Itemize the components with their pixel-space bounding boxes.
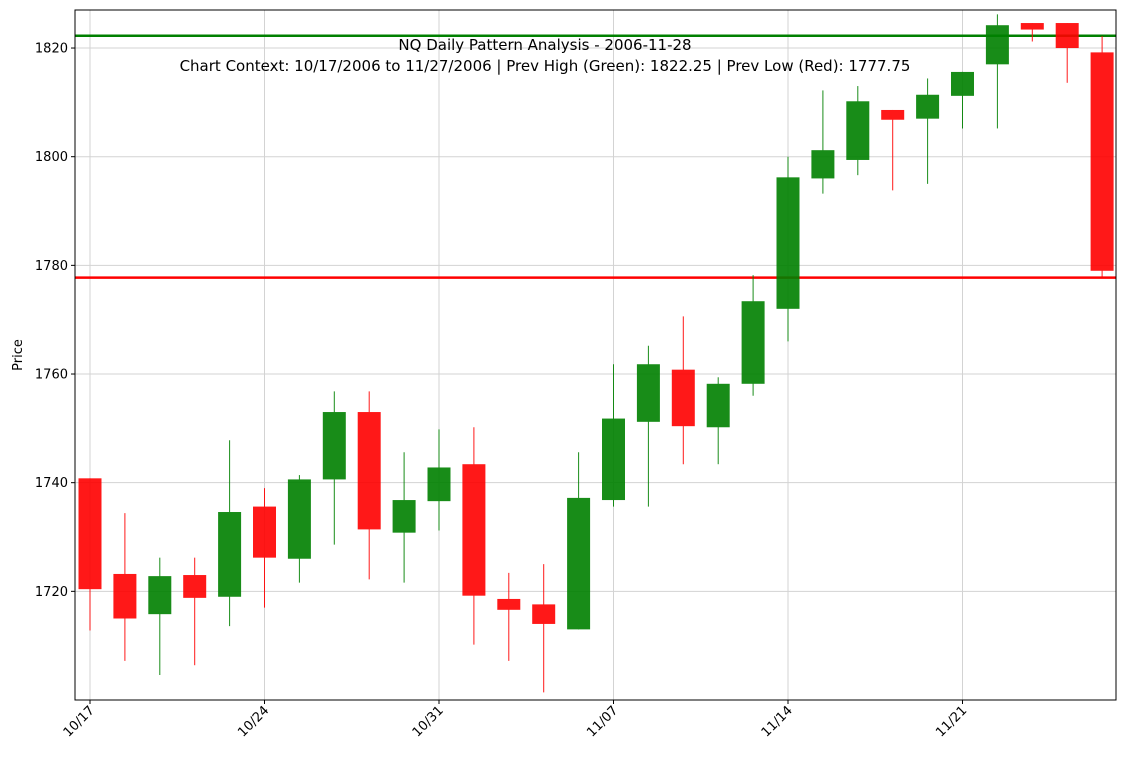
candle-body [78,478,102,590]
candle [427,429,451,531]
candle-body [1020,23,1044,30]
candle [1090,36,1114,278]
candle-body [497,598,521,610]
candle-body [1055,23,1079,49]
candle [811,90,835,194]
candle [392,452,416,583]
candles [78,14,1114,693]
candle [671,316,695,465]
y-tick-label: 1780 [35,259,68,274]
candle [567,452,591,630]
reference-lines [75,34,1116,279]
candle-body [776,177,800,309]
y-tick-label: 1760 [35,368,68,383]
candle-body [253,506,276,558]
candle [846,86,870,176]
candle-body [113,573,137,619]
candle [916,78,940,184]
candle-body [183,575,207,598]
candle-body [567,497,591,630]
candle [253,488,276,608]
plot-frame [74,9,1117,701]
candle-body [532,604,556,624]
candle [636,345,660,507]
candle-body [671,369,695,427]
candle [462,427,486,645]
candle-body [322,412,346,480]
candle-body [741,301,765,384]
candle [602,364,625,507]
candle-body [218,512,242,597]
candle-body [392,500,416,533]
candle [497,572,521,661]
candle-body [1090,52,1114,271]
candle-body [462,464,486,596]
candle-body [846,101,870,160]
candle [322,391,346,545]
candle-body [602,418,625,501]
y-tick-label: 1720 [35,585,68,600]
candle-body [636,364,660,422]
chart-subtitle: Chart Context: 10/17/2006 to 11/27/2006 … [180,57,911,75]
candle [951,71,974,129]
candle-body [706,383,730,428]
candle [357,391,381,580]
chart-title: NQ Daily Pattern Analysis - 2006-11-28 [398,36,691,54]
candle [78,478,102,631]
candle-body [951,71,974,96]
candle [881,109,905,191]
candle [985,14,1009,129]
candle [1020,23,1044,42]
candle-body [985,25,1009,65]
candle [113,513,137,661]
y-tick-label: 1820 [35,42,68,57]
candle [183,557,207,666]
candle-body [357,412,381,530]
candle-body [148,576,172,615]
candle-body [916,94,940,119]
candle [776,156,800,342]
candle [532,564,556,693]
candle [287,475,311,583]
candle-body [881,109,905,120]
y-tick-label: 1740 [35,476,68,491]
candle-body [811,150,835,179]
y-axis-label: Price [11,339,26,371]
y-tick-label: 1800 [35,150,68,165]
candle [741,275,765,396]
candle [218,440,242,627]
candle [706,377,730,465]
candle-body [427,467,451,502]
candle [148,557,172,676]
candle-body [287,479,311,559]
candle [1055,23,1079,83]
